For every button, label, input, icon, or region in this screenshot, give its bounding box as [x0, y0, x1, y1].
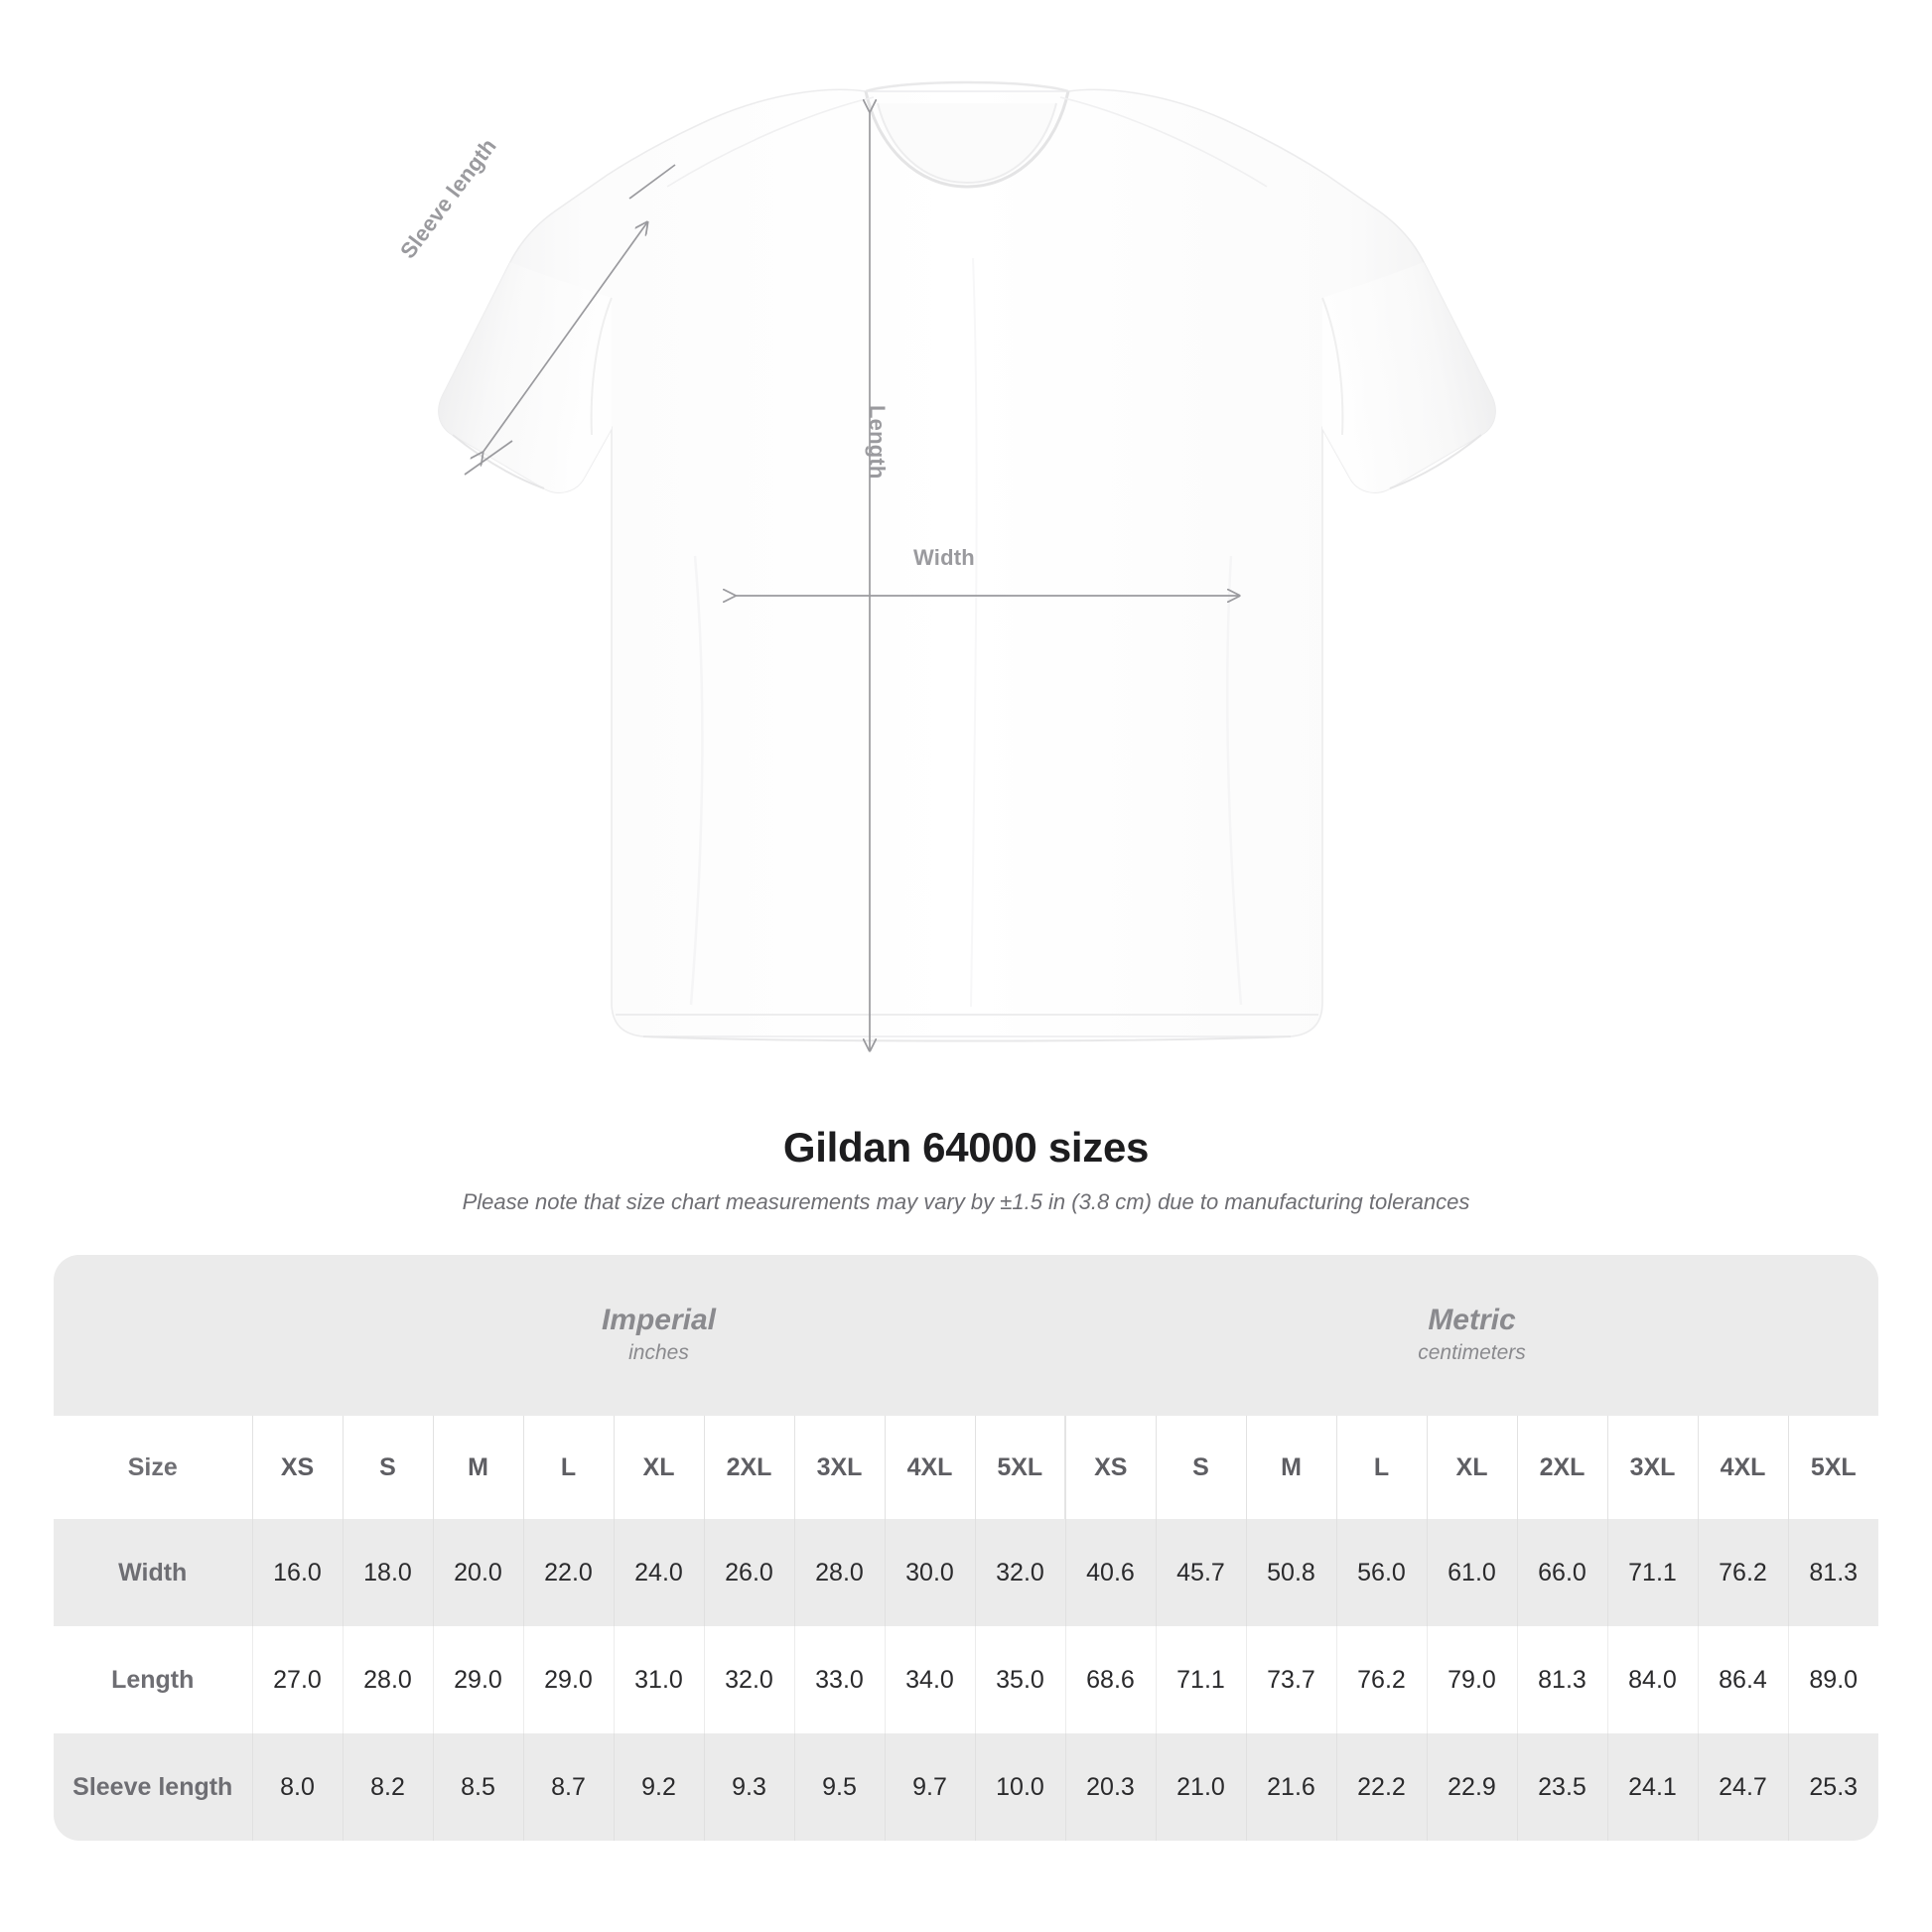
width-label: Width [913, 545, 975, 570]
cell-width-metric-xl: 61.0 [1426, 1519, 1517, 1626]
cell-width-imperial-xl: 24.0 [613, 1519, 704, 1626]
cell-length-metric-3xl: 84.0 [1606, 1626, 1698, 1733]
size-header-metric-4xl: 4XL [1697, 1416, 1788, 1519]
size-header-imperial-xs: XS [251, 1416, 343, 1519]
cell-width-metric-xs: 40.6 [1064, 1519, 1156, 1626]
cell-width-imperial-s: 18.0 [342, 1519, 433, 1626]
unit-system-metric: Metric centimeters [1065, 1255, 1878, 1416]
cell-length-imperial-5xl: 35.0 [974, 1626, 1065, 1733]
size-header-imperial-s: S [342, 1416, 433, 1519]
size-header-imperial-m: M [432, 1416, 523, 1519]
cell-length-imperial-2xl: 32.0 [703, 1626, 794, 1733]
cell-sleeve-length-metric-xs: 20.3 [1064, 1733, 1156, 1841]
size-header-metric-s: S [1155, 1416, 1246, 1519]
cell-width-imperial-4xl: 30.0 [884, 1519, 975, 1626]
cell-length-imperial-l: 29.0 [522, 1626, 614, 1733]
cell-sleeve-length-imperial-l: 8.7 [522, 1733, 614, 1841]
cell-sleeve-length-metric-l: 22.2 [1335, 1733, 1427, 1841]
table-row: Sleeve length 8.0 8.2 8.5 8.7 9.2 9.3 9.5 9.7 10.… [54, 1733, 1878, 1841]
cell-width-metric-3xl: 71.1 [1606, 1519, 1698, 1626]
size-chart-table: Imperial inches Metric centimeters Size … [54, 1255, 1878, 1841]
size-header-imperial-5xl: 5XL [974, 1416, 1065, 1519]
cell-sleeve-length-metric-5xl: 25.3 [1787, 1733, 1878, 1841]
size-header-metric-xs: XS [1064, 1416, 1156, 1519]
unit-system-spacer [54, 1255, 252, 1416]
cell-length-imperial-4xl: 34.0 [884, 1626, 975, 1733]
tshirt-illustration [438, 80, 1496, 1102]
cell-sleeve-length-imperial-2xl: 9.3 [703, 1733, 794, 1841]
page-title: Gildan 64000 sizes [782, 1124, 1150, 1171]
table-row: Width 16.0 18.0 20.0 22.0 24.0 26.0 28.0 30.0 32.… [54, 1519, 1878, 1626]
cell-width-metric-2xl: 66.0 [1516, 1519, 1607, 1626]
cell-sleeve-length-metric-m: 21.6 [1245, 1733, 1336, 1841]
cell-sleeve-length-metric-3xl: 24.1 [1606, 1733, 1698, 1841]
cell-width-imperial-xs: 16.0 [251, 1519, 343, 1626]
size-row-label: Size [127, 1452, 178, 1481]
size-header-imperial-3xl: 3XL [793, 1416, 885, 1519]
cell-sleeve-length-imperial-xs: 8.0 [251, 1733, 343, 1841]
cell-width-imperial-m: 20.0 [432, 1519, 523, 1626]
cell-width-imperial-5xl: 32.0 [974, 1519, 1065, 1626]
cell-length-metric-s: 71.1 [1155, 1626, 1246, 1733]
cell-width-imperial-3xl: 28.0 [793, 1519, 885, 1626]
size-header-row: Size XS S M L XL 2XL 3XL 4XL 5XL XS S M L XL 2XL 3XL 4XL… [54, 1416, 1878, 1519]
cell-length-imperial-s: 28.0 [342, 1626, 433, 1733]
row-label-width: Width [118, 1558, 188, 1587]
table-row: Length 27.0 28.0 29.0 29.0 31.0 32.0 33.0 34.0 35… [54, 1626, 1878, 1733]
length-label: Length [865, 405, 890, 480]
cell-width-metric-l: 56.0 [1335, 1519, 1427, 1626]
size-header-imperial-2xl: 2XL [703, 1416, 794, 1519]
cell-sleeve-length-imperial-4xl: 9.7 [884, 1733, 975, 1841]
size-header-imperial-4xl: 4XL [884, 1416, 975, 1519]
cell-sleeve-length-metric-4xl: 24.7 [1697, 1733, 1788, 1841]
cell-width-imperial-l: 22.0 [522, 1519, 614, 1626]
title-block: Gildan 64000 sizes Please note that size… [0, 1124, 1932, 1215]
cell-sleeve-length-imperial-5xl: 10.0 [974, 1733, 1065, 1841]
cell-length-metric-l: 76.2 [1335, 1626, 1427, 1733]
size-header-metric-2xl: 2XL [1516, 1416, 1607, 1519]
size-header-metric-5xl: 5XL [1787, 1416, 1878, 1519]
metric-label: Metric [1428, 1303, 1516, 1336]
unit-system-header-row: Imperial inches Metric centimeters [54, 1255, 1878, 1416]
cell-width-metric-4xl: 76.2 [1697, 1519, 1788, 1626]
cell-sleeve-length-imperial-m: 8.5 [432, 1733, 523, 1841]
size-header-metric-m: M [1245, 1416, 1336, 1519]
cell-sleeve-length-imperial-3xl: 9.5 [793, 1733, 885, 1841]
size-header-imperial-xl: XL [613, 1416, 704, 1519]
cell-sleeve-length-imperial-s: 8.2 [342, 1733, 433, 1841]
metric-unit: centimeters [1418, 1340, 1526, 1364]
tolerance-note: Please note that size chart measurements… [462, 1189, 1470, 1214]
cell-length-metric-xl: 79.0 [1426, 1626, 1517, 1733]
shirt-shape [438, 80, 1496, 1042]
cell-sleeve-length-metric-xl: 22.9 [1426, 1733, 1517, 1841]
imperial-unit: inches [628, 1340, 689, 1364]
imperial-label: Imperial [601, 1303, 717, 1336]
cell-length-metric-xs: 68.6 [1064, 1626, 1156, 1733]
size-chart-table-container: Imperial inches Metric centimeters Size … [54, 1255, 1878, 1841]
cell-width-metric-m: 50.8 [1245, 1519, 1336, 1626]
cell-width-imperial-2xl: 26.0 [703, 1519, 794, 1626]
unit-system-imperial: Imperial inches [252, 1255, 1065, 1416]
cell-length-imperial-m: 29.0 [432, 1626, 523, 1733]
cell-sleeve-length-metric-s: 21.0 [1155, 1733, 1246, 1841]
size-header-imperial-l: L [522, 1416, 614, 1519]
dimension-lines [464, 111, 1239, 1050]
cell-length-imperial-3xl: 33.0 [793, 1626, 885, 1733]
cell-length-metric-2xl: 81.3 [1516, 1626, 1607, 1733]
cell-length-metric-4xl: 86.4 [1697, 1626, 1788, 1733]
tshirt-diagram: Sleeve length Length Width [395, 80, 1496, 1102]
size-header-metric-xl: XL [1426, 1416, 1517, 1519]
row-label-sleeve-length: Sleeve length [72, 1772, 233, 1801]
size-header-metric-l: L [1335, 1416, 1427, 1519]
row-label-length: Length [111, 1665, 195, 1694]
cell-length-metric-m: 73.7 [1245, 1626, 1336, 1733]
cell-length-metric-5xl: 89.0 [1787, 1626, 1878, 1733]
cell-sleeve-length-imperial-xl: 9.2 [613, 1733, 704, 1841]
cell-length-imperial-xl: 31.0 [613, 1626, 704, 1733]
cell-width-metric-5xl: 81.3 [1787, 1519, 1878, 1626]
cell-sleeve-length-metric-2xl: 23.5 [1516, 1733, 1607, 1841]
cell-length-imperial-xs: 27.0 [251, 1626, 343, 1733]
size-header-metric-3xl: 3XL [1606, 1416, 1698, 1519]
cell-width-metric-s: 45.7 [1155, 1519, 1246, 1626]
